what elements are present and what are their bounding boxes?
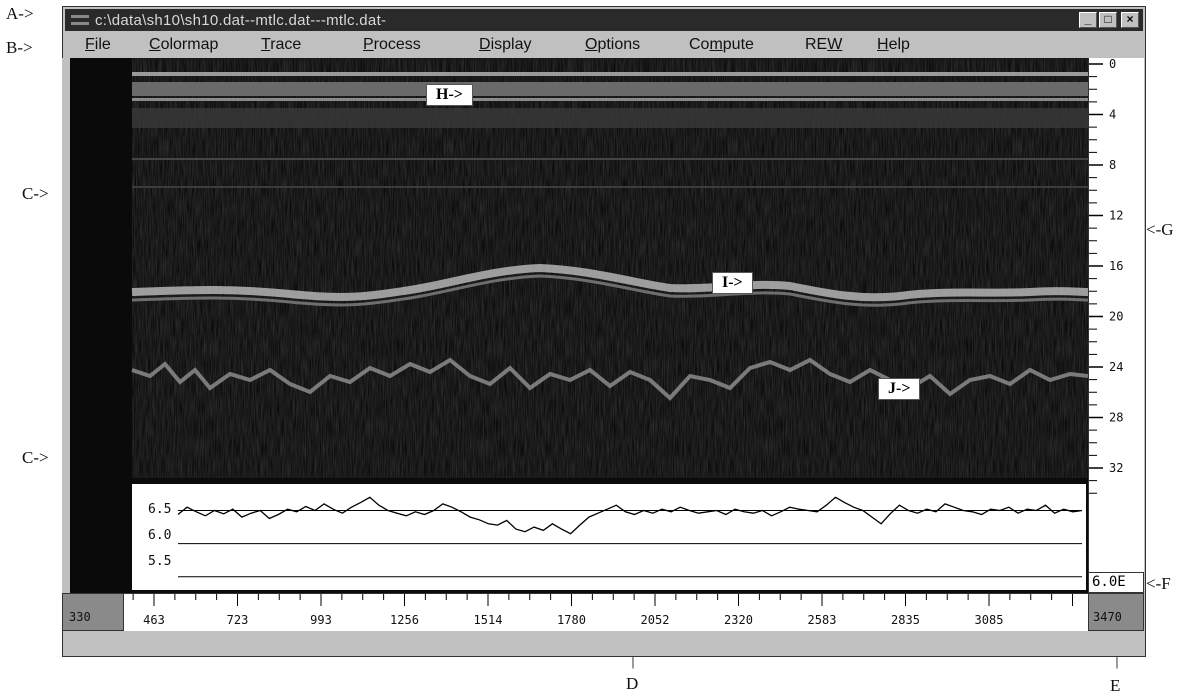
right-axis-label-4: 4 <box>1109 108 1116 122</box>
minimize-icon: _ <box>1084 12 1092 26</box>
right-axis-value-box[interactable]: 6.0E <box>1088 572 1144 593</box>
callout-c-bottom: C-> <box>22 448 49 467</box>
right-axis-label-12: 12 <box>1109 209 1123 223</box>
reflector-i-lower <box>131 274 1089 307</box>
bottom-axis-label-1256: 1256 <box>390 613 419 627</box>
surface-band-top <box>132 72 1088 76</box>
menu-rew[interactable]: REW <box>805 36 843 53</box>
left-frame-strip <box>62 58 72 593</box>
maximize-button[interactable]: □ <box>1099 12 1117 28</box>
shallow-layer-2 <box>132 186 1088 188</box>
close-icon: × <box>1126 12 1134 26</box>
window-title: c:\data\sh10\sh10.dat--mtlc.dat---mtlc.d… <box>95 12 387 29</box>
bottom-axis: 463 723 993 1256 1514 1780 2052 2320 2583 2835 308… <box>70 593 1088 631</box>
bottom-axis-label-1780: 1780 <box>557 613 586 627</box>
bottom-axis-label-2052: 2052 <box>641 613 670 627</box>
menu-help[interactable]: Help <box>877 36 910 53</box>
label-h: H-> <box>426 84 473 106</box>
bottom-end-cell[interactable]: 3470 <box>1088 593 1144 631</box>
trace-chart <box>177 496 1083 578</box>
bottom-axis-label-463: 463 <box>143 613 165 627</box>
right-axis-label-8: 8 <box>1109 158 1116 172</box>
label-i: I-> <box>712 272 753 294</box>
near-surface-layer <box>132 108 1088 128</box>
callout-f: <-F <box>1146 574 1171 593</box>
callout-b: B-> <box>6 38 33 57</box>
radargram-svg <box>131 58 1089 593</box>
bottom-start-cell[interactable]: 330 <box>62 593 124 631</box>
menu-file[interactable]: File <box>85 36 111 53</box>
trace-series-line <box>177 496 1083 535</box>
trace-ylabel-0: 6.5 <box>148 502 172 517</box>
trace-ylabel-1: 6.0 <box>148 528 172 543</box>
close-button[interactable]: × <box>1121 12 1139 28</box>
menu-display[interactable]: Display <box>479 36 532 53</box>
bottom-end-value: 3470 <box>1093 610 1122 624</box>
minimize-button[interactable]: _ <box>1079 12 1097 28</box>
trace-ylabel-2: 5.5 <box>148 554 172 569</box>
bottom-axis-label-2835: 2835 <box>891 613 920 627</box>
callout-c-top: C-> <box>22 184 49 203</box>
reflector-i <box>131 263 1089 302</box>
right-axis-label-0: 0 <box>1109 58 1116 71</box>
right-axis-label-28: 28 <box>1109 411 1123 425</box>
callout-e: E <box>1110 676 1121 695</box>
trace-panel[interactable] <box>132 484 1086 590</box>
bottom-axis-label-2583: 2583 <box>808 613 837 627</box>
callout-d: D <box>626 674 639 693</box>
right-axis-label-24: 24 <box>1109 360 1123 374</box>
shallow-layer-1 <box>132 158 1088 160</box>
bottom-axis-label-1514: 1514 <box>474 613 503 627</box>
maximize-icon: □ <box>1104 12 1112 26</box>
right-axis-ticks: 0 4 8 12 16 20 24 28 32 <box>1089 57 1123 494</box>
menu-colormap[interactable]: Colormap <box>149 36 219 53</box>
menu-compute[interactable]: Compute <box>689 36 754 53</box>
menu-bar: File Colormap Trace Process Display Opti… <box>65 33 1143 57</box>
menu-options[interactable]: Options <box>585 36 641 53</box>
reflector-j <box>131 357 1089 401</box>
title-bar[interactable]: c:\data\sh10\sh10.dat--mtlc.dat---mtlc.d… <box>65 9 1143 31</box>
bottom-axis-label-3085: 3085 <box>975 613 1004 627</box>
bottom-axis-ticks: 463 723 993 1256 1514 1780 2052 2320 2583 2835 308… <box>132 594 1073 627</box>
right-axis-label-32: 32 <box>1109 461 1123 475</box>
menu-trace[interactable]: Trace <box>261 36 302 53</box>
callout-a: A-> <box>6 4 34 23</box>
label-j: J-> <box>878 378 921 400</box>
menu-process[interactable]: Process <box>363 36 421 53</box>
right-axis: 0 4 8 12 16 20 24 28 32 <box>1088 57 1144 572</box>
bottom-axis-label-993: 993 <box>310 613 332 627</box>
right-axis-label-20: 20 <box>1109 310 1123 324</box>
right-axis-label-16: 16 <box>1109 259 1123 273</box>
callout-g: <-G <box>1146 220 1174 239</box>
surface-band-line <box>132 98 1088 101</box>
bottom-start-value: 330 <box>69 610 91 624</box>
app-icon[interactable] <box>71 15 89 25</box>
surface-band <box>132 82 1088 96</box>
bottom-axis-label-2320: 2320 <box>724 613 753 627</box>
bottom-axis-label-723: 723 <box>227 613 249 627</box>
